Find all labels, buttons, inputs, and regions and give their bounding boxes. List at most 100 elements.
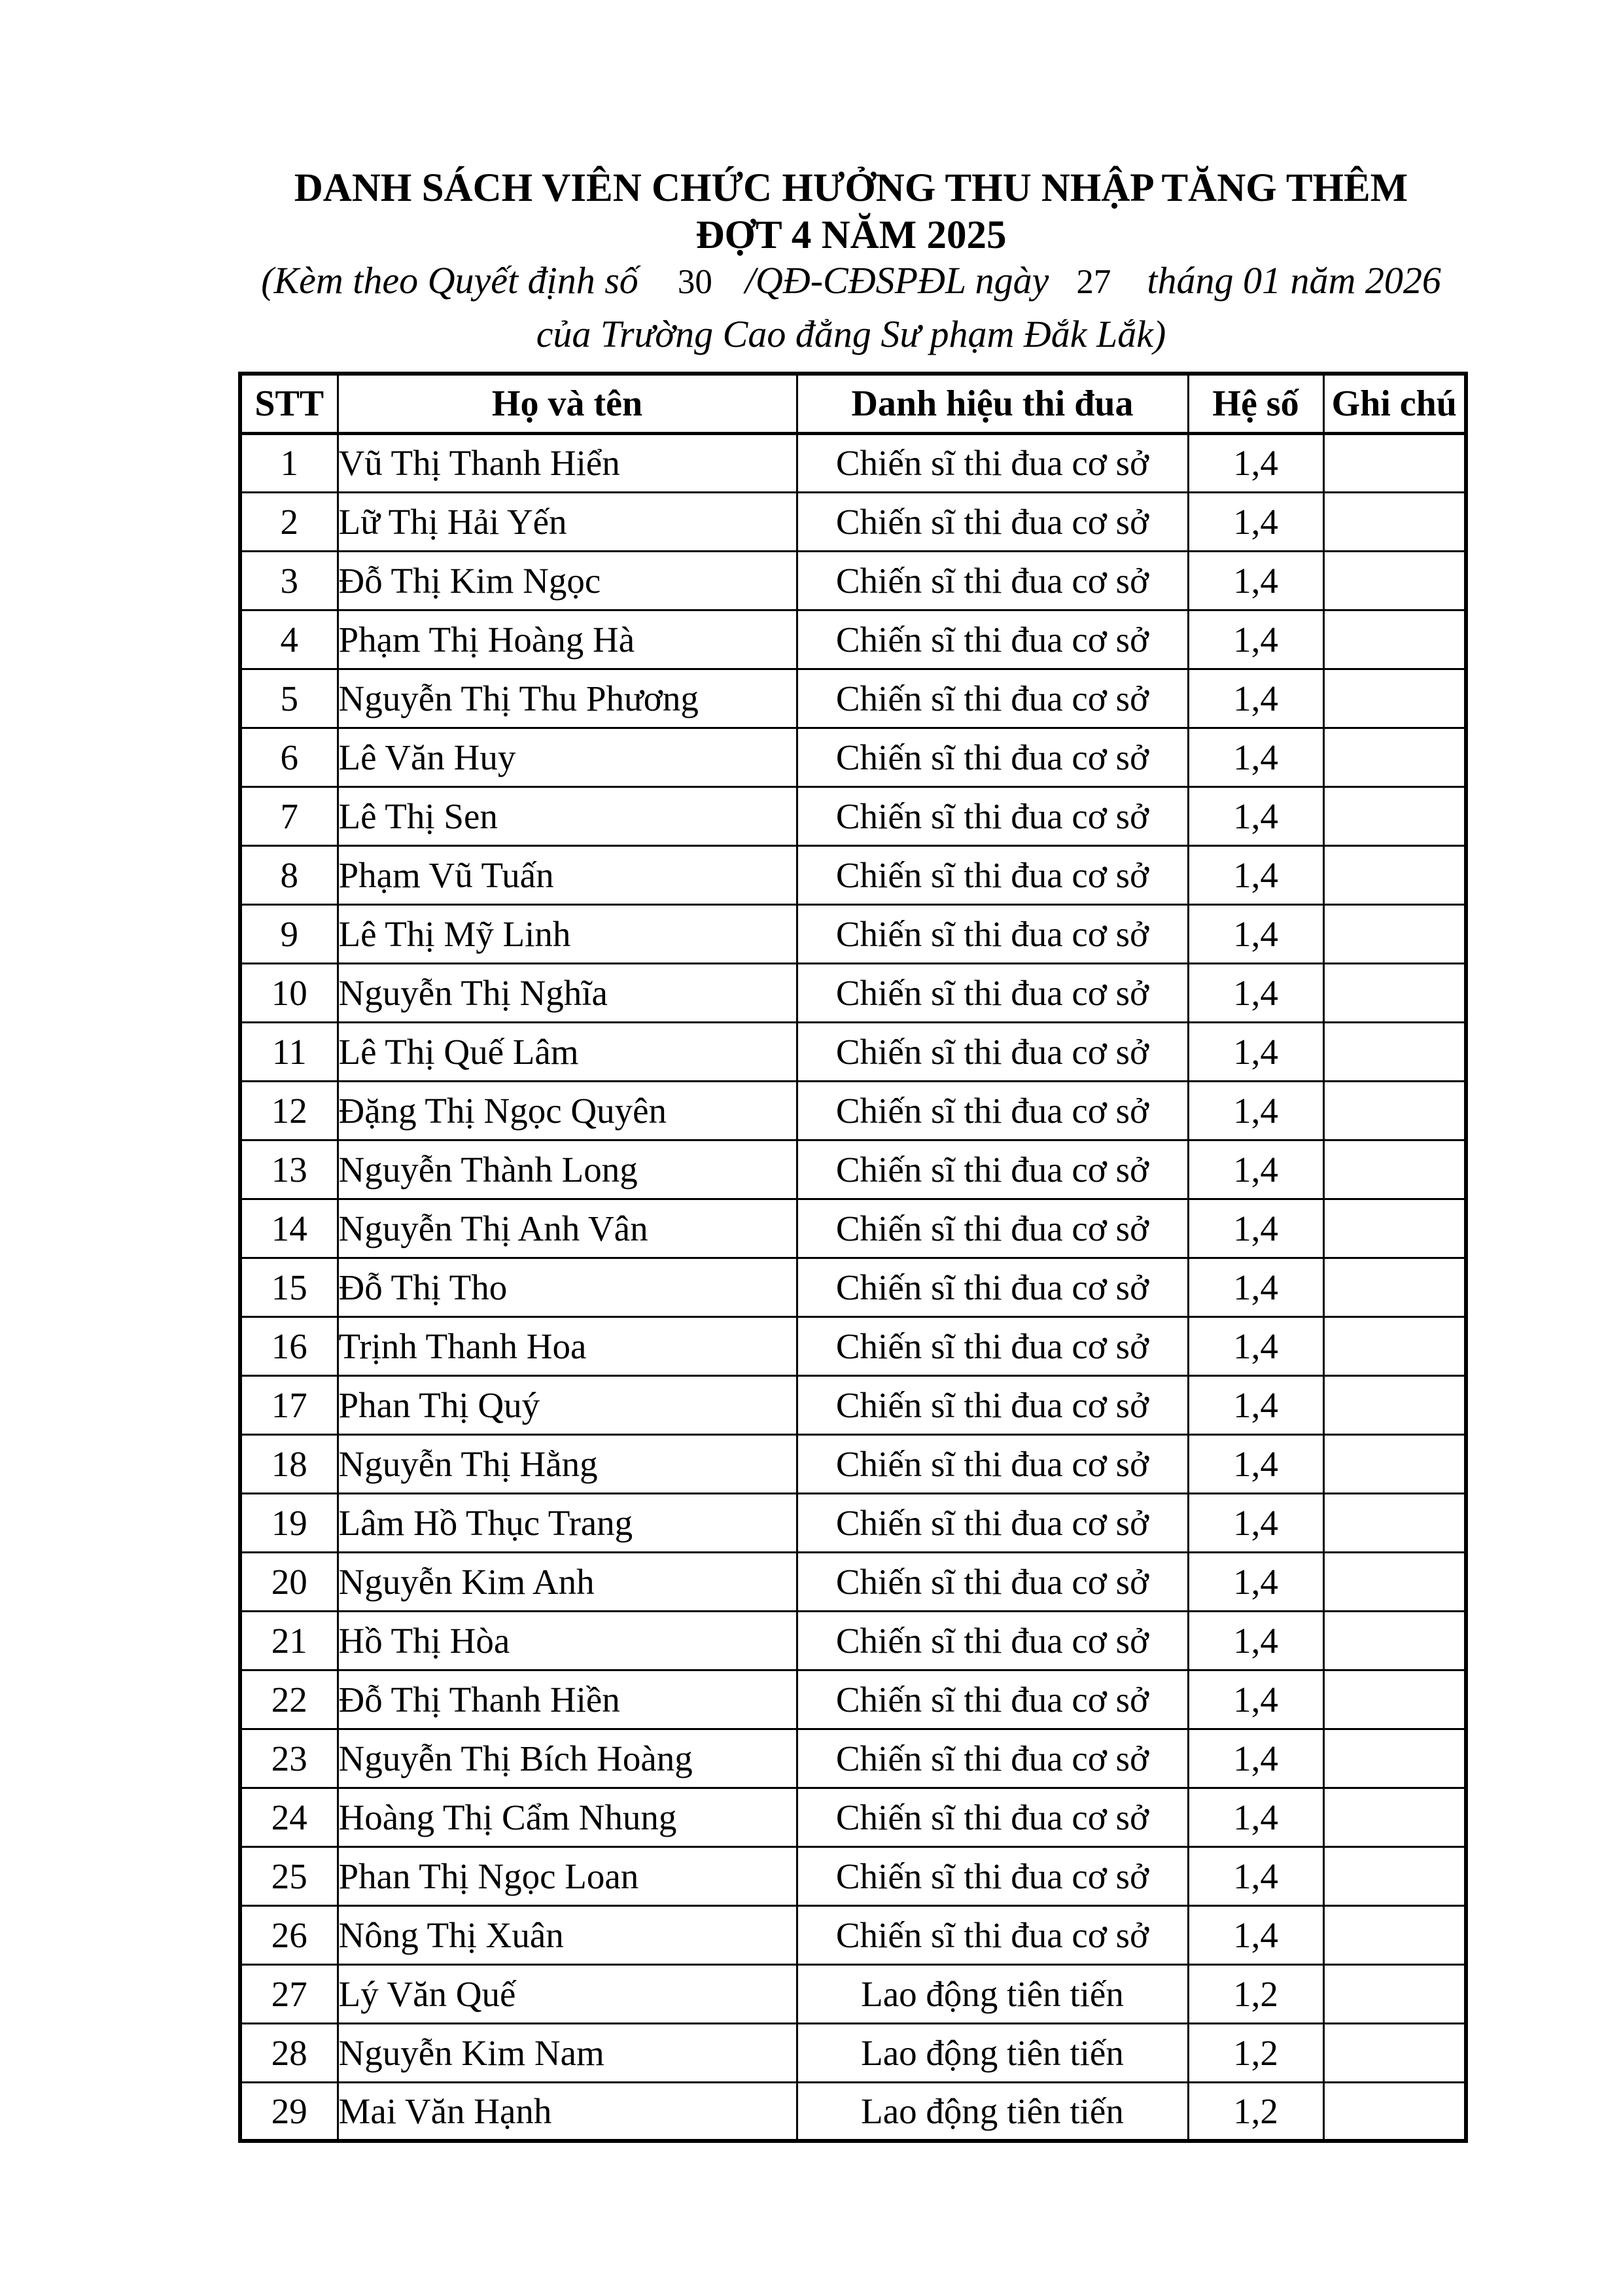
cell-name: Lý Văn Quế [336,1963,798,2024]
cell-coefficient: 1,4 [1187,609,1325,670]
cell-note [1322,1610,1467,1671]
cell-stt: 26 [239,1904,339,1966]
table-row: 16 Trịnh Thanh Hoa Chiến sĩ thi đua cơ s… [239,1315,1467,1377]
cell-note [1322,726,1467,788]
table-row: 14 Nguyễn Thị Anh Vân Chiến sĩ thi đua c… [239,1197,1467,1259]
cell-name: Đỗ Thị Kim Ngọc [336,550,798,611]
table-row: 18 Nguyễn Thị Hằng Chiến sĩ thi đua cơ s… [239,1433,1467,1494]
table-row: 25 Phan Thị Ngọc Loan Chiến sĩ thi đua c… [239,1845,1467,1907]
cell-stt: 22 [239,1669,339,1730]
cell-note [1322,962,1467,1023]
cell-award: Chiến sĩ thi đua cơ sở [795,1197,1189,1259]
cell-stt: 21 [239,1610,339,1671]
cell-note [1322,1786,1467,1848]
cell-coefficient: 1,4 [1187,1433,1325,1494]
cell-name: Trịnh Thanh Hoa [336,1315,798,1377]
document-content: DANH SÁCH VIÊN CHỨC HƯỞNG THU NHẬP TĂNG … [238,0,1468,2143]
cell-stt: 19 [239,1492,339,1553]
doc-subtitle-line1: (Kèm theo Quyết định số 30/QĐ-CĐSPĐL ngày… [238,259,1464,304]
cell-name: Lê Thị Sen [336,785,798,847]
cell-award: Chiến sĩ thi đua cơ sở [795,1669,1189,1730]
cell-name: Nguyễn Thị Hằng [336,1433,798,1494]
cell-coefficient: 1,4 [1187,1492,1325,1553]
cell-coefficient: 1,2 [1187,1963,1325,2024]
cell-stt: 4 [239,609,339,670]
cell-stt: 10 [239,962,339,1023]
table-row: 21 Hồ Thị Hòa Chiến sĩ thi đua cơ sở 1,4 [239,1610,1467,1671]
cell-award: Chiến sĩ thi đua cơ sở [795,550,1189,611]
cell-name: Đặng Thị Ngọc Quyên [336,1080,798,1141]
table-row: 19 Lâm Hồ Thục Trang Chiến sĩ thi đua cơ… [239,1492,1467,1553]
cell-note [1322,1374,1467,1436]
cell-stt: 25 [239,1845,339,1907]
staff-table: STT Họ và tên Danh hiệu thi đua Hệ số Gh… [238,372,1468,2143]
cell-note [1322,1669,1467,1730]
cell-note [1322,1021,1467,1082]
table-row: 1 Vũ Thị Thanh Hiển Chiến sĩ thi đua cơ … [239,432,1467,493]
cell-note [1322,432,1467,493]
cell-stt: 27 [239,1963,339,2024]
cell-note [1322,667,1467,729]
table-row: 29 Mai Văn Hạnh Lao động tiên tiến 1,2 [239,2081,1467,2142]
doc-title-line1: DANH SÁCH VIÊN CHỨC HƯỞNG THU NHẬP TĂNG … [294,166,1408,210]
decision-number: 30 [677,263,712,301]
col-header-award: Danh hiệu thi đua [795,372,1189,435]
cell-award: Chiến sĩ thi đua cơ sở [795,609,1189,670]
subtitle-part3: tháng 01 năm 2026 [1147,259,1441,302]
table-row: 5 Nguyễn Thị Thu Phương Chiến sĩ thi đua… [239,667,1467,729]
cell-coefficient: 1,4 [1187,1551,1325,1612]
cell-note [1322,609,1467,670]
cell-stt: 7 [239,785,339,847]
cell-coefficient: 1,4 [1187,1727,1325,1789]
col-header-stt: STT [239,372,339,435]
cell-note [1322,2081,1467,2142]
cell-name: Mai Văn Hạnh [336,2081,798,2142]
cell-award: Chiến sĩ thi đua cơ sở [795,1080,1189,1141]
cell-name: Phan Thị Quý [336,1374,798,1436]
decision-day: 27 [1076,263,1111,301]
cell-coefficient: 1,4 [1187,432,1325,493]
cell-coefficient: 1,4 [1187,667,1325,729]
cell-name: Lê Thị Mỹ Linh [336,903,798,964]
cell-name: Hoàng Thị Cẩm Nhung [336,1786,798,1848]
cell-award: Chiến sĩ thi đua cơ sở [795,1727,1189,1789]
table-header-row: STT Họ và tên Danh hiệu thi đua Hệ số Gh… [239,372,1467,435]
cell-name: Hồ Thị Hòa [336,1610,798,1671]
cell-award: Chiến sĩ thi đua cơ sở [795,667,1189,729]
cell-award: Chiến sĩ thi đua cơ sở [795,1551,1189,1612]
cell-note [1322,1433,1467,1494]
cell-award: Chiến sĩ thi đua cơ sở [795,1492,1189,1553]
cell-stt: 18 [239,1433,339,1494]
table-row: 20 Nguyễn Kim Anh Chiến sĩ thi đua cơ sở… [239,1551,1467,1612]
cell-note [1322,1197,1467,1259]
cell-coefficient: 1,4 [1187,491,1325,552]
cell-award: Chiến sĩ thi đua cơ sở [795,844,1189,906]
table-row: 6 Lê Văn Huy Chiến sĩ thi đua cơ sở 1,4 [239,726,1467,788]
cell-coefficient: 1,4 [1187,726,1325,788]
table-row: 4 Phạm Thị Hoàng Hà Chiến sĩ thi đua cơ … [239,609,1467,670]
table-row: 11 Lê Thị Quế Lâm Chiến sĩ thi đua cơ sở… [239,1021,1467,1082]
cell-coefficient: 1,4 [1187,903,1325,964]
cell-coefficient: 1,4 [1187,1256,1325,1318]
subtitle-part1: (Kèm theo Quyết định số [261,259,638,302]
cell-name: Nguyễn Thành Long [336,1139,798,1200]
cell-coefficient: 1,4 [1187,1786,1325,1848]
cell-note [1322,2022,1467,2083]
cell-award: Lao động tiên tiến [795,2081,1189,2142]
cell-note [1322,1727,1467,1789]
cell-stt: 5 [239,667,339,729]
cell-note [1322,844,1467,906]
cell-coefficient: 1,4 [1187,1021,1325,1082]
cell-note [1322,1492,1467,1553]
cell-coefficient: 1,4 [1187,1904,1325,1966]
cell-name: Vũ Thị Thanh Hiển [336,432,798,493]
cell-note [1322,1963,1467,2024]
cell-name: Nguyễn Kim Nam [336,2022,798,2083]
table-row: 3 Đỗ Thị Kim Ngọc Chiến sĩ thi đua cơ sở… [239,550,1467,611]
cell-award: Chiến sĩ thi đua cơ sở [795,726,1189,788]
cell-name: Phạm Thị Hoàng Hà [336,609,798,670]
col-header-name: Họ và tên [336,372,798,435]
cell-award: Chiến sĩ thi đua cơ sở [795,1845,1189,1907]
cell-stt: 14 [239,1197,339,1259]
